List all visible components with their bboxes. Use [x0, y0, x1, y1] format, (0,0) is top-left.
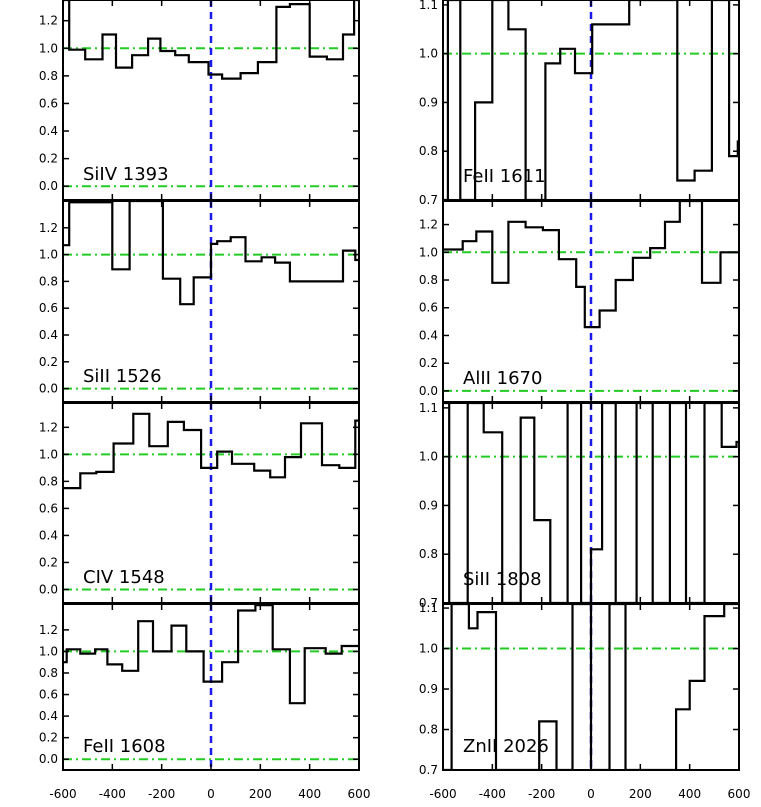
- x-tick-label: 0: [207, 787, 215, 801]
- y-tick-label: 0.0: [39, 179, 58, 193]
- y-tick-label: 0.2: [39, 152, 58, 166]
- ion-label: CIV 1548: [83, 567, 165, 588]
- y-tick-label: 1.1: [419, 601, 438, 615]
- y-tick-label: 0.6: [39, 96, 58, 110]
- y-tick-label: 1.1: [419, 401, 438, 415]
- panel-plot-area: [443, 604, 739, 770]
- y-tick-label: 0.7: [419, 193, 438, 207]
- spectrum-trace: [443, 201, 739, 329]
- ion-label: FeII 1608: [83, 736, 166, 757]
- spectrum-trace: [63, 201, 359, 306]
- y-tick-label: 0.6: [419, 301, 438, 315]
- y-tick-label: 0.0: [39, 582, 58, 596]
- x-tick-label: 0: [587, 787, 595, 801]
- y-tick-label: 0.0: [419, 384, 438, 398]
- y-tick-label: 0.4: [39, 709, 58, 723]
- y-tick-label: 0.2: [39, 731, 58, 745]
- x-tick-label: -400: [479, 787, 506, 801]
- spectrum-trace: [443, 604, 739, 770]
- ion-label: SiII 1808: [463, 569, 542, 590]
- x-tick-label: -600: [49, 787, 76, 801]
- y-tick-label: 0.2: [419, 356, 438, 370]
- x-tick-label: 400: [298, 787, 321, 801]
- panel-plot-area: [443, 201, 739, 402]
- panel-plot-area: [63, 201, 359, 402]
- y-tick-label: 1.0: [39, 41, 58, 55]
- y-tick-label: 0.6: [39, 501, 58, 515]
- y-tick-label: 0.0: [39, 752, 58, 766]
- panel-plot-area: [443, 403, 739, 603]
- y-tick-label: 0.2: [39, 355, 58, 369]
- spectrum-panel-right-4: 0.7 0.8 0.9 1.0 1.1 ZnII 2026: [419, 601, 740, 777]
- x-tick-label: -600: [429, 787, 456, 801]
- spectrum-trace: [63, 0, 359, 80]
- y-tick-label: 0.7: [419, 763, 438, 777]
- y-tick-label: 0.6: [39, 688, 58, 702]
- ion-label: ZnII 2026: [463, 736, 549, 757]
- y-tick-label: 1.2: [419, 218, 438, 232]
- ion-label: SiIV 1393: [83, 164, 169, 185]
- x-tick-label: 600: [728, 787, 751, 801]
- y-tick-label: 0.8: [419, 144, 438, 158]
- y-tick-label: 1.0: [419, 47, 438, 61]
- spectrum-panel-right-2: 0.0 0.2 0.4 0.6 0.8 1.0 1.2 AlII 1670: [419, 200, 740, 403]
- spectrum-panel-right-1: 0.7 0.8 0.9 1.0 1.1 FeII 1611: [419, 0, 740, 207]
- x-tick-label: 600: [348, 787, 371, 801]
- ion-label: AlII 1670: [463, 368, 542, 389]
- x-tick-label: 200: [629, 787, 652, 801]
- spectrum-trace: [63, 604, 359, 705]
- y-tick-label: 0.8: [39, 474, 58, 488]
- y-tick-label: 0.8: [419, 723, 438, 737]
- y-tick-label: 1.0: [419, 450, 438, 464]
- y-tick-label: 1.0: [39, 447, 58, 461]
- y-tick-label: 0.4: [39, 328, 58, 342]
- ion-label: FeII 1611: [463, 166, 546, 187]
- x-tick-label: 400: [678, 787, 701, 801]
- y-tick-label: 0.9: [419, 682, 438, 696]
- y-tick-label: 0.9: [419, 498, 438, 512]
- spectrum-trace: [443, 403, 739, 603]
- y-tick-label: 1.2: [39, 623, 58, 637]
- y-tick-label: 0.4: [39, 124, 58, 138]
- panel-plot-area: [63, 604, 359, 770]
- spectrum-trace: [63, 412, 359, 490]
- x-tick-label: -400: [99, 787, 126, 801]
- panel-plot-area: [63, 0, 359, 200]
- x-tick-label: 200: [249, 787, 272, 801]
- y-tick-label: 0.8: [419, 273, 438, 287]
- y-tick-label: 1.2: [39, 420, 58, 434]
- y-tick-label: 0.2: [39, 555, 58, 569]
- spectrum-panel-left-2: 0.0 0.2 0.4 0.6 0.8 1.0 1.2 SiII 1526: [39, 200, 360, 403]
- y-tick-label: 1.2: [39, 221, 58, 235]
- x-tick-label: -200: [528, 787, 555, 801]
- y-tick-label: 0.4: [419, 328, 438, 342]
- y-tick-label: 0.0: [39, 382, 58, 396]
- y-tick-label: 0.8: [39, 274, 58, 288]
- y-tick-label: 1.2: [39, 14, 58, 28]
- y-tick-label: 0.4: [39, 528, 58, 542]
- y-tick-label: 1.1: [419, 0, 438, 12]
- spectrum-panel-left-3: 0.0 0.2 0.4 0.6 0.8 1.0 1.2 CIV 1548: [39, 402, 360, 604]
- spectrum-panel-right-3: 0.7 0.8 0.9 1.0 1.1 SiII 1808: [419, 401, 740, 610]
- y-tick-label: 0.7: [419, 596, 438, 610]
- x-tick-label: -200: [148, 787, 175, 801]
- y-tick-label: 1.0: [419, 245, 438, 259]
- panel-plot-area: [63, 403, 359, 603]
- spectrum-trace: [443, 0, 739, 200]
- spectrum-panel-left-1: 0.0 0.2 0.4 0.6 0.8 1.0 1.2 SiIV 1393: [39, 0, 360, 201]
- y-tick-label: 1.0: [39, 644, 58, 658]
- y-tick-label: 0.6: [39, 301, 58, 315]
- panel-plot-area: [443, 0, 739, 200]
- y-tick-label: 0.9: [419, 95, 438, 109]
- spectrum-panel-left-4: 0.0 0.2 0.4 0.6 0.8 1.0 1.2 FeII 1608: [39, 603, 360, 771]
- y-tick-label: 0.8: [39, 666, 58, 680]
- y-tick-label: 1.0: [419, 642, 438, 656]
- y-tick-label: 1.0: [39, 248, 58, 262]
- y-tick-label: 0.8: [419, 547, 438, 561]
- ion-label: SiII 1526: [83, 366, 162, 387]
- y-tick-label: 0.8: [39, 69, 58, 83]
